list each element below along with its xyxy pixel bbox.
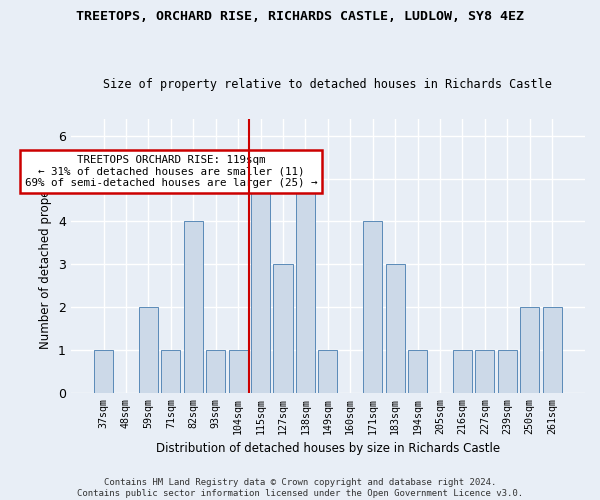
- Text: Contains HM Land Registry data © Crown copyright and database right 2024.
Contai: Contains HM Land Registry data © Crown c…: [77, 478, 523, 498]
- X-axis label: Distribution of detached houses by size in Richards Castle: Distribution of detached houses by size …: [156, 442, 500, 455]
- Bar: [363, 222, 382, 393]
- Bar: [139, 307, 158, 393]
- Title: Size of property relative to detached houses in Richards Castle: Size of property relative to detached ho…: [103, 78, 552, 91]
- Text: TREETOPS, ORCHARD RISE, RICHARDS CASTLE, LUDLOW, SY8 4EZ: TREETOPS, ORCHARD RISE, RICHARDS CASTLE,…: [76, 10, 524, 23]
- Bar: [274, 264, 293, 393]
- Bar: [520, 307, 539, 393]
- Bar: [296, 178, 315, 393]
- Text: TREETOPS ORCHARD RISE: 119sqm
← 31% of detached houses are smaller (11)
69% of s: TREETOPS ORCHARD RISE: 119sqm ← 31% of d…: [25, 155, 317, 188]
- Bar: [94, 350, 113, 393]
- Bar: [251, 178, 270, 393]
- Bar: [206, 350, 225, 393]
- Bar: [498, 350, 517, 393]
- Bar: [386, 264, 404, 393]
- Bar: [319, 350, 337, 393]
- Bar: [453, 350, 472, 393]
- Bar: [229, 350, 248, 393]
- Bar: [184, 222, 203, 393]
- Bar: [475, 350, 494, 393]
- Y-axis label: Number of detached properties: Number of detached properties: [39, 162, 52, 348]
- Bar: [161, 350, 181, 393]
- Bar: [542, 307, 562, 393]
- Bar: [408, 350, 427, 393]
